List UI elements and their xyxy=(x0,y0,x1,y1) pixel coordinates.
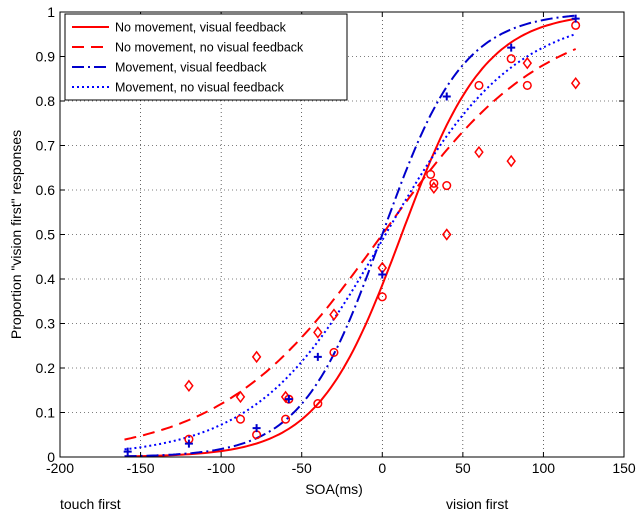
y-axis-ticks: 0 0.1 0.2 0.3 0.4 0.5 0.6 0.7 0.8 0.9 1 xyxy=(36,4,624,465)
fit-curve xyxy=(124,14,576,458)
data-markers xyxy=(123,14,581,456)
data-point-plus xyxy=(123,447,132,456)
touch-first-annotation: touch first xyxy=(60,496,121,512)
data-point-plus xyxy=(571,14,580,23)
x-tick-label: 150 xyxy=(612,460,636,476)
data-point-circle xyxy=(313,399,323,409)
fit-curve xyxy=(124,33,577,451)
data-point-plus xyxy=(184,439,193,448)
y-tick-label: 0.5 xyxy=(36,227,56,243)
data-point-diamond xyxy=(235,390,246,404)
data-point-circle xyxy=(442,181,452,191)
data-point-circle xyxy=(426,169,436,179)
y-tick-label: 0.1 xyxy=(36,405,56,421)
y-tick-label: 0 xyxy=(47,449,55,465)
data-point-circle xyxy=(377,292,387,302)
legend-entry-label: Movement, visual feedback xyxy=(115,61,267,75)
legend-box xyxy=(64,13,348,101)
x-tick-label: 100 xyxy=(532,460,556,476)
data-point-circle xyxy=(474,80,484,90)
data-point-plus xyxy=(378,270,387,279)
y-tick-label: 0.6 xyxy=(36,182,56,198)
x-axis-label: SOA(ms) xyxy=(305,481,363,497)
data-point-diamond xyxy=(313,326,323,339)
data-point-plus xyxy=(507,43,516,52)
data-point-diamond xyxy=(570,76,581,90)
legend-entry-label: No movement, visual feedback xyxy=(115,21,287,35)
y-axis-label: Proportion "vision first" responses xyxy=(8,130,24,339)
x-tick-label: 0 xyxy=(378,460,386,476)
vision-first-annotation: vision first xyxy=(446,496,508,512)
data-point-diamond xyxy=(251,350,262,364)
x-tick-label: -150 xyxy=(127,460,155,476)
data-point-plus xyxy=(252,424,261,433)
y-tick-label: 0.4 xyxy=(36,271,56,287)
x-axis-ticks: -200 -150 -100 -50 0 50 100 150 xyxy=(46,12,636,476)
data-point-diamond xyxy=(506,154,516,168)
data-point-diamond xyxy=(184,379,194,393)
fit-curve xyxy=(124,48,577,441)
data-point-plus xyxy=(313,352,322,361)
data-point-diamond xyxy=(522,56,533,70)
data-point-circle xyxy=(329,347,339,357)
x-tick-label: -50 xyxy=(292,460,312,476)
y-tick-label: 1 xyxy=(47,4,55,20)
data-point-plus xyxy=(442,92,451,101)
fit-curve xyxy=(124,17,576,458)
data-point-circle xyxy=(506,54,516,64)
data-point-circle xyxy=(281,414,291,424)
data-point-circle xyxy=(235,414,246,424)
fit-curves xyxy=(124,14,577,458)
data-point-diamond xyxy=(442,228,452,241)
x-tick-label: -100 xyxy=(207,460,235,476)
data-point-diamond xyxy=(474,145,484,159)
data-point-circle xyxy=(522,80,532,90)
x-tick-label: -200 xyxy=(46,460,74,476)
legend: No movement, visual feedback No movement,… xyxy=(64,13,348,101)
data-point-circle xyxy=(429,178,439,188)
data-point-diamond xyxy=(329,308,339,321)
y-tick-label: 0.9 xyxy=(36,49,56,65)
y-tick-label: 0.8 xyxy=(36,93,56,109)
legend-entry-label: No movement, no visual feedback xyxy=(115,41,304,55)
y-tick-label: 0.3 xyxy=(36,316,56,332)
x-tick-label: 50 xyxy=(455,460,471,476)
y-tick-label: 0.7 xyxy=(36,138,56,154)
data-point-plus xyxy=(284,395,293,404)
y-tick-label: 0.2 xyxy=(36,360,56,376)
legend-entry-label: Movement, no visual feedback xyxy=(115,81,285,95)
data-point-diamond xyxy=(429,181,439,195)
